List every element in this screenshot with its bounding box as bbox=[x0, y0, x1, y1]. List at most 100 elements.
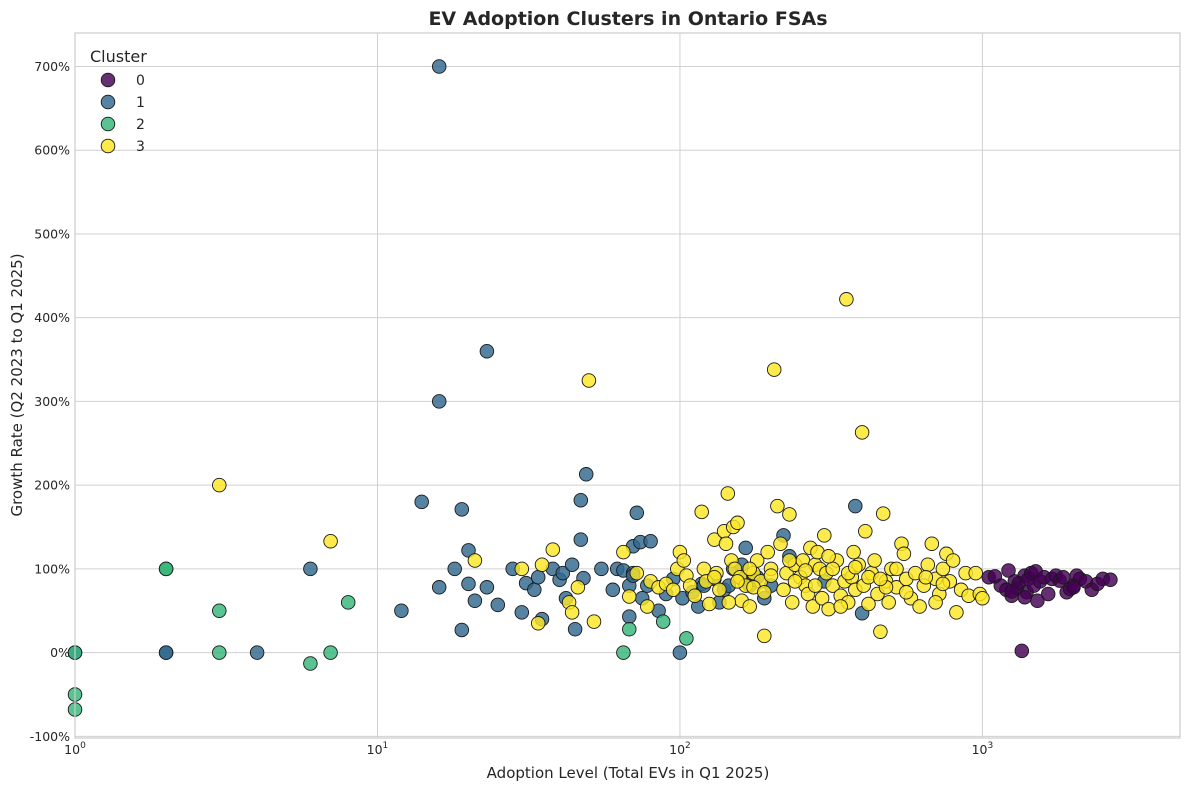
data-point bbox=[975, 590, 990, 606]
data-point bbox=[514, 561, 530, 577]
data-points bbox=[67, 59, 1118, 717]
data-point bbox=[889, 561, 904, 577]
data-point bbox=[394, 603, 409, 618]
data-point bbox=[655, 614, 671, 629]
y-tick-label: 100% bbox=[34, 561, 70, 576]
data-point bbox=[622, 609, 637, 624]
data-point bbox=[770, 498, 785, 514]
data-point bbox=[461, 576, 476, 592]
x-tick-label: 102 bbox=[669, 741, 691, 757]
data-point bbox=[622, 621, 637, 637]
data-point bbox=[945, 553, 961, 568]
data-point bbox=[833, 599, 848, 614]
data-point bbox=[212, 477, 227, 493]
data-point bbox=[899, 585, 914, 600]
data-point bbox=[924, 536, 940, 551]
data-point bbox=[672, 645, 688, 660]
data-point bbox=[787, 574, 803, 589]
data-point bbox=[766, 362, 782, 377]
data-point bbox=[782, 553, 797, 568]
x-tick-label: 103 bbox=[972, 741, 994, 757]
data-point bbox=[935, 576, 951, 592]
data-point bbox=[742, 561, 757, 577]
legend-marker bbox=[100, 94, 116, 110]
y-tick-label: 700% bbox=[34, 59, 70, 74]
data-point bbox=[527, 582, 542, 598]
x-tick-label: 101 bbox=[367, 741, 389, 757]
data-point bbox=[679, 631, 694, 646]
data-point bbox=[814, 590, 830, 606]
data-point bbox=[875, 506, 891, 521]
data-point bbox=[881, 595, 896, 610]
data-point bbox=[773, 536, 788, 551]
data-point bbox=[454, 622, 470, 638]
data-point bbox=[323, 533, 338, 549]
legend-label: 3 bbox=[136, 139, 145, 155]
legend-title: Cluster bbox=[90, 47, 147, 66]
data-point bbox=[854, 425, 870, 440]
data-point bbox=[873, 624, 888, 639]
data-point bbox=[712, 582, 727, 598]
data-point bbox=[861, 596, 876, 612]
data-point bbox=[1004, 584, 1019, 599]
data-point bbox=[730, 515, 745, 531]
y-tick-label: 500% bbox=[34, 226, 70, 241]
data-point bbox=[490, 597, 506, 613]
data-point bbox=[578, 467, 594, 482]
data-point bbox=[622, 589, 637, 604]
data-point bbox=[573, 492, 589, 508]
data-point bbox=[467, 593, 483, 608]
legend: Cluster 0 1 2 3 bbox=[90, 47, 147, 155]
data-point bbox=[586, 614, 602, 629]
data-point bbox=[605, 582, 621, 598]
x-axis-label: Adoption Level (Total EVs in Q1 2025) bbox=[487, 764, 770, 782]
legend-label: 2 bbox=[136, 117, 145, 133]
data-point bbox=[968, 565, 983, 581]
data-point bbox=[935, 561, 951, 577]
data-point bbox=[821, 601, 836, 617]
data-point bbox=[665, 582, 681, 598]
data-point bbox=[760, 544, 775, 560]
legend-label: 0 bbox=[136, 73, 145, 89]
data-point bbox=[807, 578, 823, 593]
data-point bbox=[718, 536, 734, 551]
data-point bbox=[763, 568, 779, 583]
data-point bbox=[629, 505, 645, 521]
data-point bbox=[303, 561, 318, 577]
data-point bbox=[867, 553, 882, 568]
data-point bbox=[555, 565, 571, 581]
x-tick-label: 100 bbox=[64, 741, 86, 757]
data-point bbox=[616, 544, 631, 560]
chart-title: EV Adoption Clusters in Ontario FSAs bbox=[428, 8, 827, 30]
data-point bbox=[928, 595, 943, 610]
y-tick-label: 300% bbox=[34, 394, 70, 409]
data-point bbox=[825, 561, 840, 577]
legend-label: 1 bbox=[136, 95, 145, 111]
data-point bbox=[1103, 572, 1118, 588]
legend-marker bbox=[100, 138, 116, 154]
data-point bbox=[212, 603, 227, 618]
data-point bbox=[1066, 580, 1081, 595]
data-point bbox=[1017, 590, 1032, 605]
data-point bbox=[730, 574, 745, 589]
data-point bbox=[479, 580, 495, 595]
legend-marker bbox=[100, 116, 116, 132]
data-point bbox=[514, 605, 530, 620]
data-point bbox=[738, 540, 753, 556]
data-point bbox=[616, 645, 631, 660]
data-point bbox=[896, 546, 912, 562]
data-point bbox=[158, 645, 174, 660]
y-tick-label: 600% bbox=[34, 143, 70, 158]
data-point bbox=[567, 621, 583, 637]
data-point bbox=[454, 502, 470, 517]
data-point bbox=[846, 544, 861, 560]
data-point bbox=[694, 504, 709, 520]
data-point bbox=[912, 599, 927, 614]
data-point bbox=[414, 494, 429, 510]
data-point bbox=[530, 616, 546, 631]
data-point bbox=[629, 565, 645, 581]
data-point bbox=[340, 595, 356, 610]
data-point bbox=[447, 561, 462, 577]
data-point bbox=[817, 528, 832, 543]
